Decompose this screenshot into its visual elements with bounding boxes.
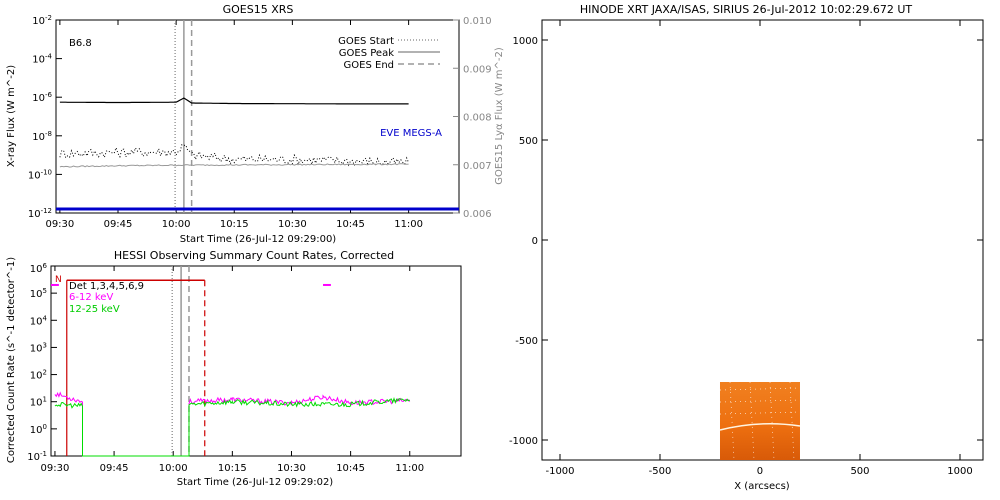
goes-y-tick-label: 10-2 xyxy=(32,14,52,27)
hessi-y-tick-label: 102 xyxy=(30,369,47,382)
eve-annotation: EVE MEGS-A xyxy=(380,128,442,139)
hessi-y-tick-label: 10-1 xyxy=(27,450,47,463)
goes-x-tick-label: 10:15 xyxy=(220,219,249,230)
goes-series-1 xyxy=(59,144,410,168)
xrt-x-tick-label: 500 xyxy=(850,466,869,477)
hessi-x-tick-label: 10:30 xyxy=(277,463,306,474)
xrt-y-tick-label: 1000 xyxy=(513,36,538,47)
goes-series-2 xyxy=(59,163,409,168)
hessi-y-tick-label: 105 xyxy=(30,287,47,300)
xrt-limb xyxy=(719,423,801,431)
goes-x-tick-label: 11:00 xyxy=(394,219,423,230)
goes-y2-tick-label: 0.008 xyxy=(463,113,492,124)
hessi-night-marker: N xyxy=(55,275,62,285)
goes-y2-tick-label: 0.009 xyxy=(463,64,492,75)
xrt-y-tick-label: -500 xyxy=(515,336,538,347)
hessi-series-6-12 keV xyxy=(54,391,411,457)
xrt-grid-line xyxy=(729,381,735,461)
hessi-y-tick-label: 101 xyxy=(30,396,47,409)
goes-plot-frame xyxy=(55,19,460,214)
hessi-x-tick-label: 10:15 xyxy=(218,463,247,474)
hessi-ylabel: Corrected Count Rate (s^-1 detector^-1) xyxy=(6,257,17,463)
hessi-y-tick-label: 104 xyxy=(30,314,48,327)
xrt-grid-line xyxy=(749,381,755,461)
goes-ylabel: X-ray Flux (W m^-2) xyxy=(6,65,17,167)
xrt-grid-line xyxy=(719,387,801,391)
goes-series-0 xyxy=(59,97,409,105)
hessi-title: HESSI Observing Summary Count Rates, Cor… xyxy=(114,249,394,262)
legend-goes-start: GOES Start xyxy=(338,36,394,47)
goes-x-tick-label: 09:30 xyxy=(45,219,74,230)
goes-title: GOES15 XRS xyxy=(223,3,294,16)
xrt-x-tick-label: 1000 xyxy=(947,466,972,477)
xrt-panel: HINODE XRT JAXA/ISAS, SIRIUS 26-Jul-2012… xyxy=(509,3,984,492)
hessi-panel: HESSI Observing Summary Count Rates, Cor… xyxy=(6,249,462,488)
hessi-x-tick-label: 10:00 xyxy=(159,463,188,474)
goes-y2-tick-label: 0.006 xyxy=(463,209,492,220)
xrt-grid-line xyxy=(789,381,795,461)
xrt-y-tick-label: 0 xyxy=(532,236,538,247)
goes-y2-tick-label: 0.010 xyxy=(463,16,492,27)
goes-y2label: GOES15 Lyα Flux (W m^-2) xyxy=(494,47,505,185)
goes-flare-class: B6.8 xyxy=(69,38,92,49)
xrt-x-tick-label: -1000 xyxy=(545,466,574,477)
hessi-x-tick-label: 10:45 xyxy=(336,463,365,474)
hessi-y-tick-label: 100 xyxy=(30,423,47,436)
goes-x-tick-label: 10:00 xyxy=(162,219,191,230)
hessi-plot-frame xyxy=(50,265,462,457)
hessi-x-tick-label: 09:45 xyxy=(100,463,129,474)
goes-legend: GOES Start GOES Peak GOES End xyxy=(338,36,440,71)
xrt-grid-line xyxy=(719,411,801,415)
xrt-y-tick-label: -1000 xyxy=(509,436,538,447)
hessi-x-tick-label: 11:00 xyxy=(395,463,424,474)
hessi-y-top-label: 106 xyxy=(30,262,48,275)
goes-x-tick-label: 10:45 xyxy=(336,219,365,230)
goes-y-tick-label: 10-10 xyxy=(28,168,52,181)
hessi-series-12-25 keV xyxy=(54,397,411,457)
goes-y2-tick-label: 0.007 xyxy=(463,161,492,172)
hessi-legend-12-25: 12-25 keV xyxy=(69,304,120,315)
legend-goes-end: GOES End xyxy=(344,60,394,71)
goes-y-tick-label: 10-6 xyxy=(32,91,52,104)
xrt-title: HINODE XRT JAXA/ISAS, SIRIUS 26-Jul-2012… xyxy=(580,3,913,16)
goes-x-tick-label: 10:30 xyxy=(278,219,307,230)
xrt-xlabel: X (arcsecs) xyxy=(734,481,790,492)
goes-marks: 09:30 09:45 10:00 10:15 10:30 10:45 11:00 10-2 1… xyxy=(28,14,492,230)
legend-goes-peak: GOES Peak xyxy=(339,48,394,59)
goes-xlabel: Start Time (26-Jul-12 09:29:00) xyxy=(180,234,337,245)
goes-y-tick-label: 10-4 xyxy=(32,53,52,66)
xrt-image xyxy=(719,382,800,460)
goes-x-tick-label: 09:45 xyxy=(104,219,133,230)
xrt-x-tick-label: 0 xyxy=(757,466,763,477)
hessi-legend-det: Det 1,3,4,5,6,9 xyxy=(69,281,144,292)
hessi-xlabel: Start Time (26-Jul-12 09:29:02) xyxy=(177,477,334,488)
goes-y-tick-label: 10-8 xyxy=(32,130,52,143)
xrt-y-tick-label: 500 xyxy=(519,136,538,147)
hessi-legend-6-12: 6-12 keV xyxy=(69,292,113,303)
xrt-grid-line xyxy=(719,399,801,403)
xrt-marks: -1000 -500 0 500 1000 1000 500 0 -500 -1000 xyxy=(509,20,983,477)
goes-panel: GOES15 XRS B6.8 Start Time (26-Jul-12 09… xyxy=(6,3,505,245)
hessi-y-tick-label: 103 xyxy=(30,341,47,354)
hessi-x-tick-label: 09:30 xyxy=(41,463,70,474)
xrt-grid-line xyxy=(769,381,775,461)
xrt-x-tick-label: -500 xyxy=(649,466,672,477)
